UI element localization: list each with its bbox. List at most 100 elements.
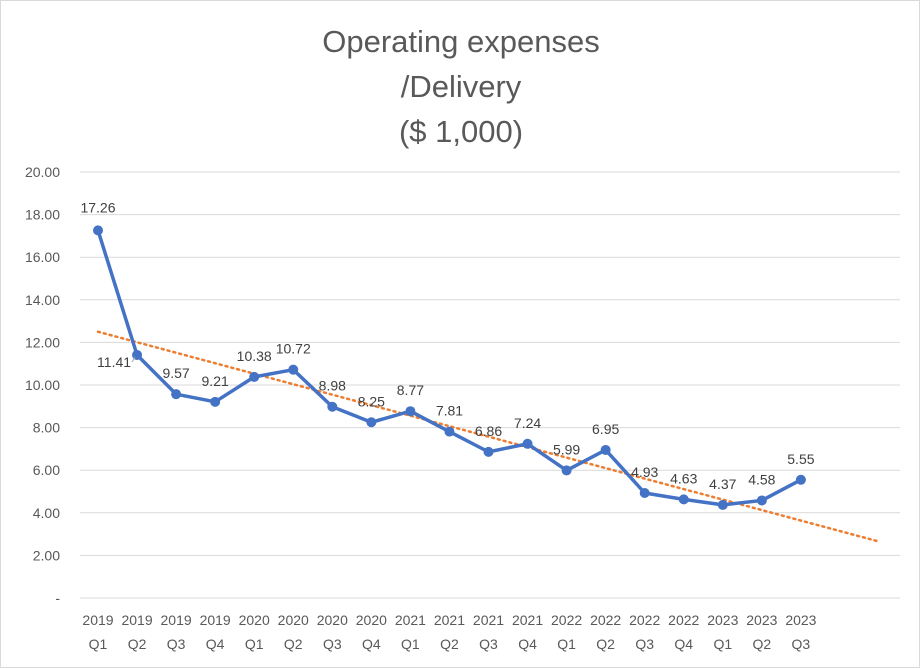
x-tick-year: 2023 [707,612,738,628]
x-tick-year: 2019 [82,612,113,628]
data-point [366,417,377,428]
x-tick-year: 2020 [317,612,348,628]
data-point [210,396,221,407]
data-label: 10.72 [276,341,311,357]
label-leader-line [131,356,136,363]
gridlines [80,171,900,599]
data-point [483,446,494,457]
x-tick-quarter: Q4 [674,636,693,652]
x-tick-year: 2022 [551,612,582,628]
x-tick-year: 2023 [746,612,777,628]
x-tick-year: 2021 [395,612,426,628]
y-tick-label: 2.00 [33,547,60,563]
y-tick-label: 14.00 [25,292,60,308]
x-tick-quarter: Q1 [245,636,264,652]
x-tick-year: 2021 [473,612,504,628]
data-point [756,495,767,506]
x-tick-quarter: Q3 [635,636,654,652]
data-label: 8.77 [397,382,424,398]
data-label: 4.58 [748,471,775,487]
x-tick-quarter: Q4 [206,636,225,652]
x-tick-quarter: Q1 [89,636,108,652]
x-tick-quarter: Q2 [753,636,772,652]
series-line [96,229,802,507]
data-point [132,349,143,360]
data-label: 4.37 [709,476,736,492]
x-tick-quarter: Q1 [557,636,576,652]
x-tick-quarter: Q3 [167,636,186,652]
y-tick-label: 6.00 [33,462,60,478]
chart-title: Operating expenses /Delivery ($ 1,000) [1,19,920,154]
data-labels: 17.26 11.41 9.57 9.21 10.38 10.72 8.98 8.25 8.77… [80,199,814,492]
data-point [639,487,650,498]
x-tick-quarter: Q4 [518,636,537,652]
x-tick-year: 2019 [121,612,152,628]
x-tick-year: 2019 [200,612,231,628]
data-point [171,389,182,400]
data-label: 9.21 [202,373,229,389]
y-tick-label: 18.00 [25,207,60,223]
x-tick-quarter: Q2 [284,636,303,652]
data-label: 17.26 [80,199,115,215]
data-point [522,438,533,449]
x-tick-year: 2021 [512,612,543,628]
y-axis: - 2.00 4.00 6.00 8.00 10.00 12.00 14.00 16.00 18.… [25,164,60,606]
data-point [600,444,611,455]
x-tick-year: 2022 [629,612,660,628]
data-label: 6.86 [475,423,502,439]
data-label: 11.41 [97,354,131,370]
chart-title-line-2: /Delivery [400,69,522,104]
data-label: 4.63 [670,470,697,486]
y-tick-label: 8.00 [33,420,60,436]
y-tick-label: 4.00 [33,505,60,521]
y-tick-label: 20.00 [25,164,60,180]
x-tick-quarter: Q2 [128,636,147,652]
data-point [561,465,572,476]
data-label: 9.57 [162,365,189,381]
x-tick-year: 2022 [590,612,621,628]
linear-trendline [96,330,881,543]
data-label: 5.55 [787,451,814,467]
data-point [717,499,728,510]
y-tick-label: 16.00 [25,249,60,265]
data-label: 7.81 [436,403,463,419]
chart-title-line-1: Operating expenses [322,24,600,59]
data-label: 8.98 [319,378,346,394]
data-point [327,401,338,412]
data-point [249,371,260,382]
x-tick-year: 2023 [785,612,816,628]
series [93,225,806,510]
x-tick-year: 2021 [434,612,465,628]
x-tick-quarter: Q3 [792,636,811,652]
x-tick-year: 2020 [356,612,387,628]
data-label: 4.93 [631,464,658,480]
data-point [405,406,416,417]
data-point [93,225,103,236]
x-tick-year: 2020 [239,612,270,628]
trendline [96,330,881,543]
x-tick-quarter: Q1 [401,636,420,652]
y-tick-label: 10.00 [25,377,60,393]
data-label: 10.38 [237,348,272,364]
data-label: 6.95 [592,421,619,437]
x-tick-quarter: Q2 [596,636,615,652]
data-point [288,364,299,375]
data-point [444,426,455,437]
x-tick-quarter: Q1 [713,636,732,652]
x-tick-quarter: Q4 [362,636,381,652]
y-tick-label: 12.00 [25,334,60,350]
data-label: 5.99 [553,441,580,457]
x-tick-quarter: Q3 [323,636,342,652]
data-point [678,494,689,505]
x-axis: 2019 Q1 2019 Q2 2019 Q3 2019 Q4 2020 Q1 2020 Q2 2020… [82,612,816,652]
data-label: 7.24 [514,415,541,431]
x-tick-year: 2019 [161,612,192,628]
y-tick-label: - [55,590,60,606]
x-tick-quarter: Q3 [479,636,498,652]
data-point [795,474,806,485]
x-tick-quarter: Q2 [440,636,459,652]
data-label: 8.25 [358,393,385,409]
chart-title-line-3: ($ 1,000) [398,114,524,149]
